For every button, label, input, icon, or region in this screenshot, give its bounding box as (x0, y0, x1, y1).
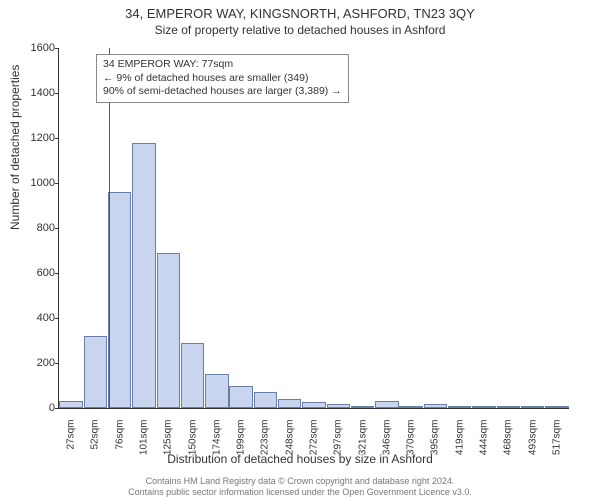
footer: Contains HM Land Registry data © Crown c… (0, 476, 600, 498)
y-tick-mark (55, 363, 59, 364)
chart-subtitle: Size of property relative to detached ho… (0, 21, 600, 37)
histogram-bar (132, 143, 155, 409)
histogram-bar (108, 192, 131, 408)
histogram-bar (375, 401, 398, 408)
y-tick-mark (55, 93, 59, 94)
histogram-bar (545, 406, 568, 408)
y-tick-mark (55, 183, 59, 184)
histogram-bar (521, 406, 544, 408)
footer-line-2: Contains public sector information licen… (0, 487, 600, 498)
chart-title: 34, EMPEROR WAY, KINGSNORTH, ASHFORD, TN… (0, 0, 600, 21)
histogram-bar (181, 343, 204, 408)
info-line-1: 34 EMPEROR WAY: 77sqm (103, 58, 342, 72)
y-tick-label: 600 (19, 267, 55, 279)
y-tick-label: 400 (19, 312, 55, 324)
y-tick-label: 0 (19, 402, 55, 414)
histogram-bar (302, 402, 325, 408)
histogram-bar (205, 374, 228, 408)
y-tick-mark (55, 48, 59, 49)
histogram-bar (497, 406, 520, 408)
chart-container: 34, EMPEROR WAY, KINGSNORTH, ASHFORD, TN… (0, 0, 600, 500)
y-tick-label: 1600 (19, 42, 55, 54)
histogram-bar (424, 404, 447, 409)
info-line-2: ← 9% of detached houses are smaller (349… (103, 72, 342, 86)
info-line-3: 90% of semi-detached houses are larger (… (103, 85, 342, 99)
y-tick-mark (55, 318, 59, 319)
histogram-bar (229, 386, 252, 409)
y-tick-label: 1400 (19, 87, 55, 99)
histogram-bar (327, 404, 350, 409)
chart-area: 0200400600800100012001400160027sqm52sqm7… (58, 48, 568, 408)
x-axis-label: Distribution of detached houses by size … (0, 452, 600, 466)
y-tick-mark (55, 273, 59, 274)
y-tick-label: 1200 (19, 132, 55, 144)
y-tick-mark (55, 408, 59, 409)
histogram-bar (157, 253, 180, 408)
y-tick-label: 1000 (19, 177, 55, 189)
histogram-bar (59, 401, 82, 408)
y-tick-mark (55, 228, 59, 229)
histogram-bar (351, 406, 374, 408)
histogram-bar (399, 406, 422, 408)
y-tick-mark (55, 138, 59, 139)
histogram-bar (472, 406, 495, 408)
histogram-bar (254, 392, 277, 408)
footer-line-1: Contains HM Land Registry data © Crown c… (0, 476, 600, 487)
y-tick-label: 200 (19, 357, 55, 369)
histogram-bar (448, 406, 471, 408)
info-box: 34 EMPEROR WAY: 77sqm ← 9% of detached h… (96, 54, 349, 103)
histogram-bar (84, 336, 107, 408)
histogram-bar (278, 399, 301, 408)
y-tick-label: 800 (19, 222, 55, 234)
